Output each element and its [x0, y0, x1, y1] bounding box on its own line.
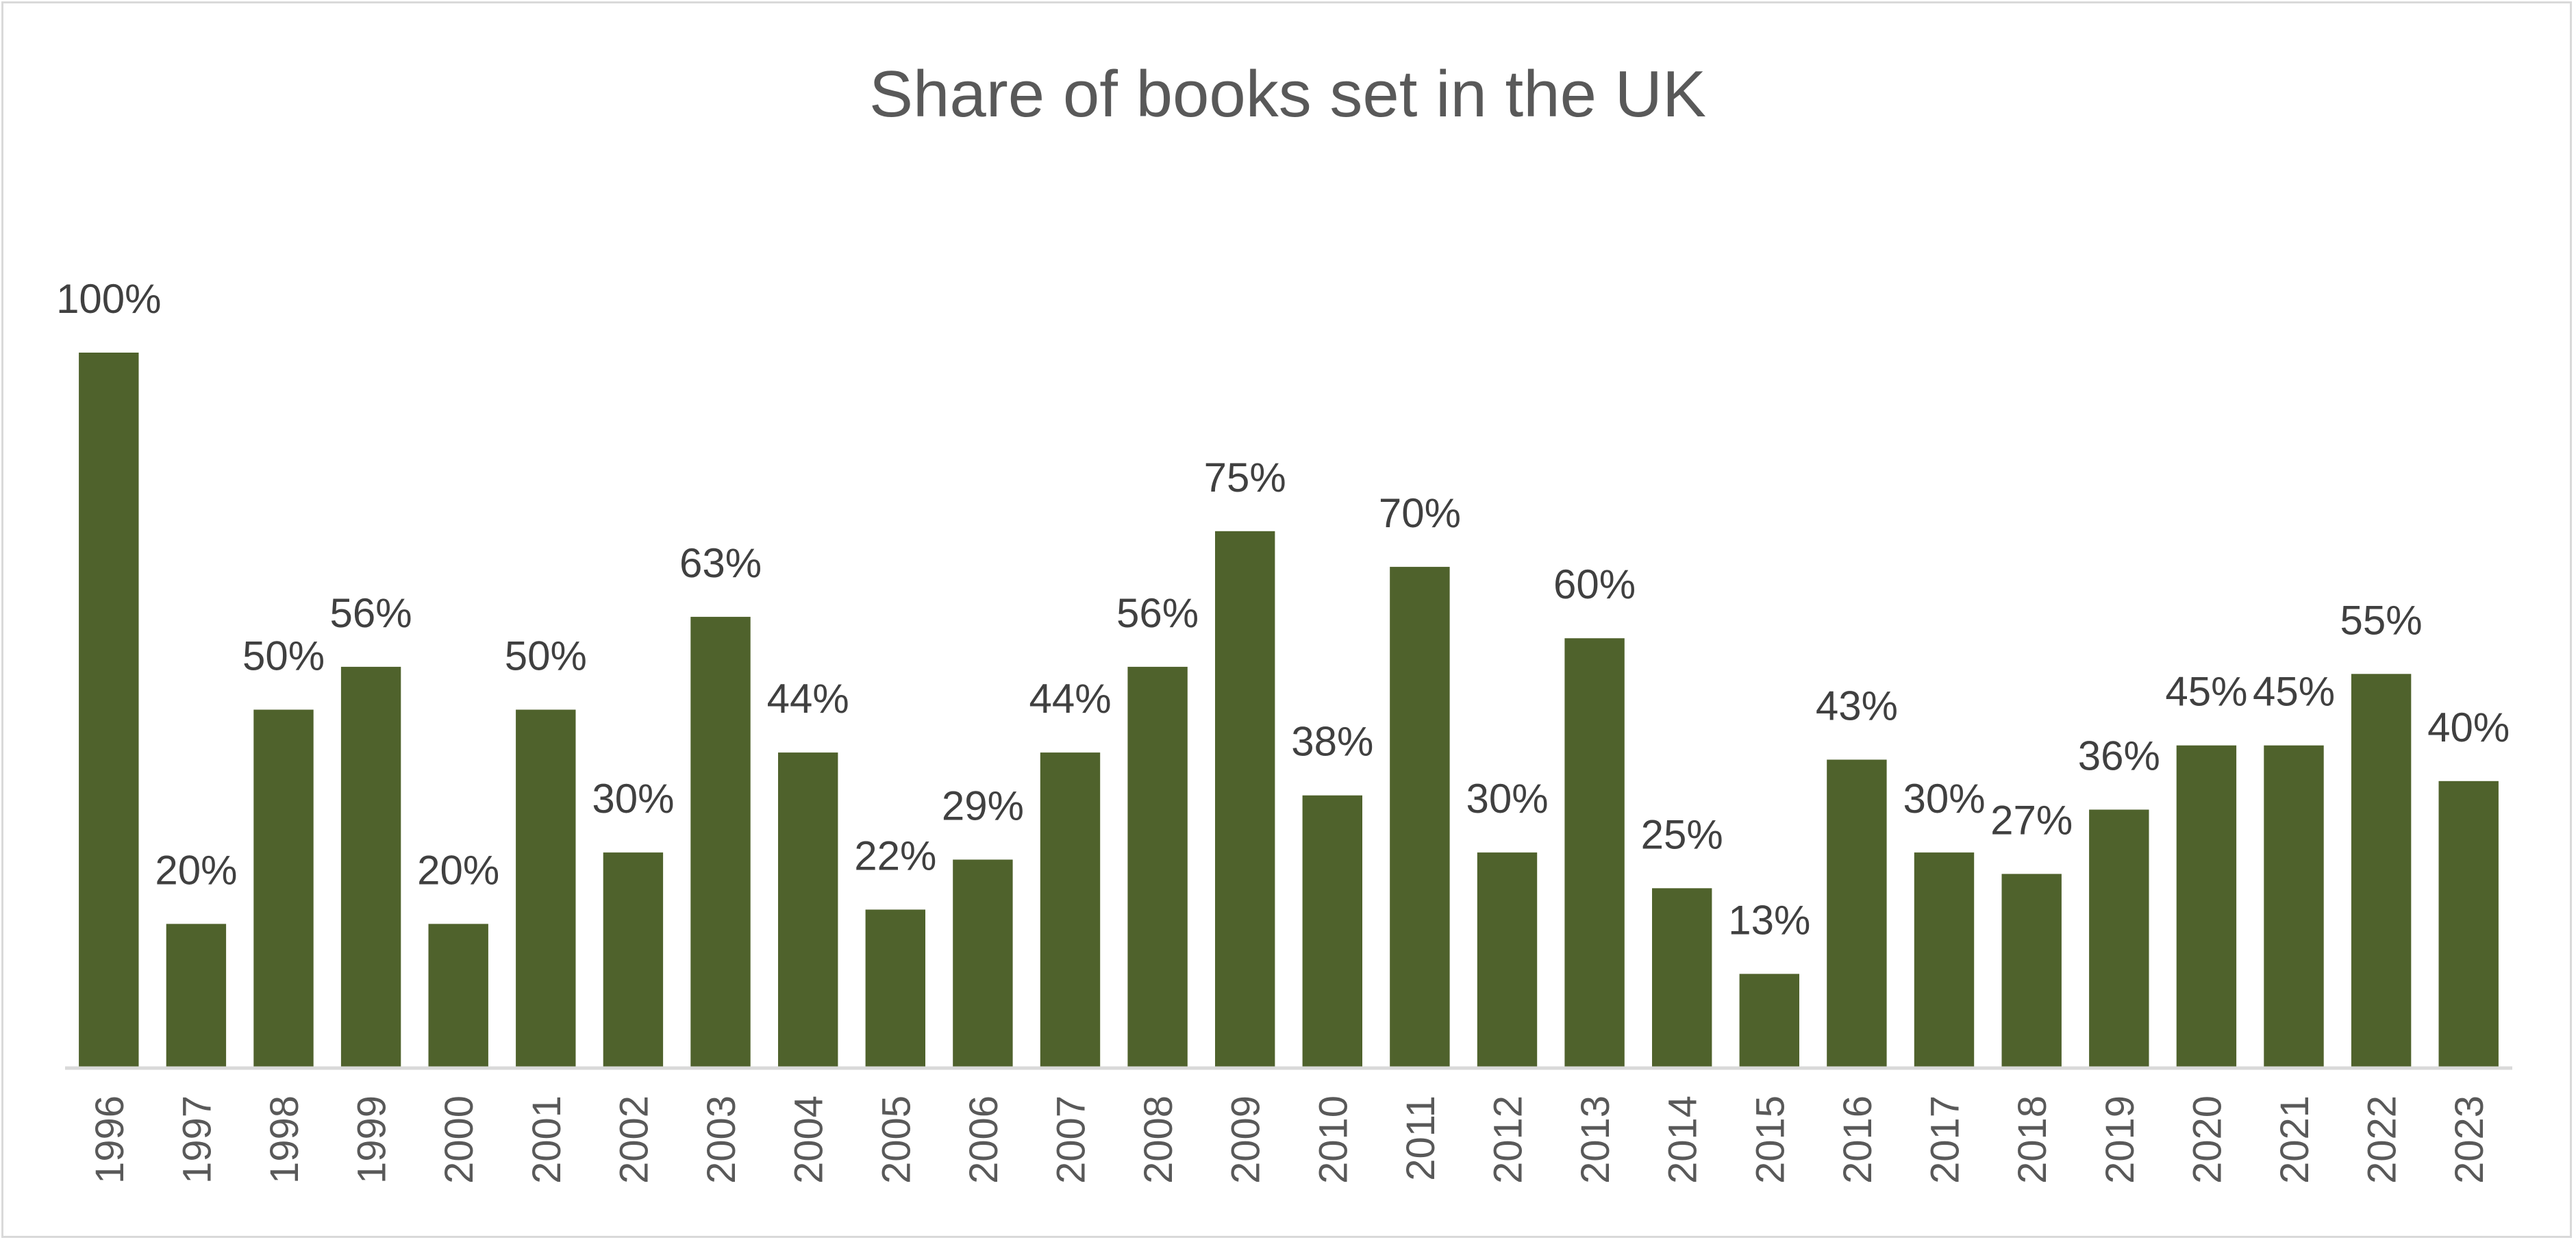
- data-label-2020: 45%: [2165, 669, 2247, 715]
- data-label-2014: 25%: [1641, 811, 1723, 857]
- x-tick-1998: 1998: [262, 1095, 307, 1184]
- bar-1996: [79, 353, 139, 1067]
- x-tick-1997: 1997: [175, 1095, 219, 1184]
- x-tick-2005: 2005: [874, 1095, 918, 1184]
- x-tick-1996: 1996: [88, 1095, 132, 1184]
- bar-2006: [953, 859, 1013, 1067]
- bar-2014: [1652, 888, 1712, 1067]
- data-label-2012: 30%: [1466, 776, 1548, 822]
- data-label-1998: 50%: [242, 633, 325, 679]
- x-tick-2006: 2006: [962, 1095, 1006, 1184]
- bar-2005: [865, 909, 925, 1067]
- bar-2007: [1040, 752, 1101, 1067]
- data-label-2002: 30%: [592, 776, 674, 822]
- data-label-1996: 100%: [56, 276, 161, 322]
- x-tick-2004: 2004: [787, 1095, 831, 1184]
- x-tick-2003: 2003: [699, 1095, 744, 1184]
- bar-2012: [1477, 852, 1538, 1067]
- data-label-2019: 36%: [2078, 733, 2160, 779]
- data-label-2003: 63%: [679, 540, 762, 586]
- data-label-2017: 30%: [1903, 776, 1986, 822]
- bar-2016: [1827, 759, 1887, 1067]
- bar-2017: [1914, 852, 1975, 1067]
- data-label-2022: 55%: [2340, 597, 2423, 643]
- data-label-2021: 45%: [2253, 669, 2335, 715]
- x-tick-2017: 2017: [1923, 1095, 1968, 1184]
- bar-2002: [603, 852, 664, 1067]
- x-tick-2018: 2018: [2010, 1095, 2055, 1184]
- data-label-2001: 50%: [505, 633, 587, 679]
- chart-title: Share of books set in the UK: [869, 58, 1706, 131]
- bar-1997: [166, 924, 227, 1067]
- data-label-2013: 60%: [1553, 561, 1636, 607]
- data-label-2015: 13%: [1728, 897, 1810, 943]
- x-tick-2008: 2008: [1136, 1095, 1181, 1184]
- bar-2011: [1390, 566, 1450, 1067]
- x-tick-2002: 2002: [612, 1095, 656, 1184]
- data-label-2010: 38%: [1291, 719, 1373, 765]
- x-tick-2022: 2022: [2360, 1095, 2405, 1184]
- x-tick-2012: 2012: [1486, 1095, 1531, 1184]
- data-label-2018: 27%: [1990, 797, 2073, 843]
- bar-2019: [2089, 809, 2149, 1067]
- x-tick-2019: 2019: [2098, 1095, 2142, 1184]
- bar-2013: [1564, 638, 1625, 1067]
- bar-2022: [2351, 674, 2412, 1067]
- data-label-2007: 44%: [1029, 676, 1111, 722]
- x-tick-2021: 2021: [2273, 1095, 2317, 1184]
- bar-2018: [2001, 874, 2062, 1067]
- data-label-2008: 56%: [1116, 590, 1199, 636]
- x-tick-2023: 2023: [2447, 1095, 2492, 1184]
- data-label-2004: 44%: [767, 676, 849, 722]
- bar-2001: [516, 709, 576, 1067]
- bar-2010: [1302, 795, 1362, 1067]
- x-tick-2013: 2013: [1573, 1095, 1618, 1184]
- data-label-2005: 22%: [854, 833, 936, 879]
- data-label-2006: 29%: [942, 783, 1024, 829]
- data-label-1999: 56%: [330, 590, 412, 636]
- data-label-2000: 20%: [417, 847, 499, 893]
- x-tick-2020: 2020: [2185, 1095, 2229, 1184]
- bar-2015: [1739, 974, 1799, 1067]
- x-tick-2014: 2014: [1661, 1095, 1705, 1184]
- x-tick-2015: 2015: [1748, 1095, 1792, 1184]
- x-tick-2001: 2001: [525, 1095, 569, 1184]
- bar-2021: [2264, 745, 2324, 1067]
- data-label-2016: 43%: [1816, 683, 1898, 729]
- bar-2023: [2438, 781, 2499, 1067]
- bar-2020: [2176, 745, 2237, 1067]
- bars-group: [79, 353, 2499, 1067]
- x-tick-labels-group: 1996 1997 1998 1999 2000 2001 2002 2003 2004 2005…: [88, 1095, 2492, 1184]
- x-tick-2011: 2011: [1399, 1095, 1443, 1181]
- bar-2008: [1127, 666, 1188, 1067]
- x-tick-2016: 2016: [1836, 1095, 1880, 1184]
- data-label-2011: 70%: [1379, 490, 1461, 536]
- x-tick-1999: 1999: [350, 1095, 395, 1184]
- data-label-1997: 20%: [155, 847, 237, 893]
- bar-1998: [253, 709, 314, 1067]
- data-label-2009: 75%: [1204, 455, 1286, 500]
- x-tick-2010: 2010: [1311, 1095, 1355, 1184]
- x-tick-2009: 2009: [1224, 1095, 1268, 1184]
- bar-2003: [690, 616, 751, 1067]
- data-labels-group: 100%20%50%56%20%50%30%63%44%22%29%44%56%…: [56, 276, 2510, 943]
- bar-2009: [1215, 531, 1275, 1067]
- bar-2000: [428, 924, 488, 1067]
- bar-1999: [340, 666, 401, 1067]
- data-label-2023: 40%: [2427, 705, 2510, 750]
- bar-2004: [778, 752, 838, 1067]
- x-tick-2000: 2000: [437, 1095, 482, 1184]
- x-tick-2007: 2007: [1049, 1095, 1094, 1184]
